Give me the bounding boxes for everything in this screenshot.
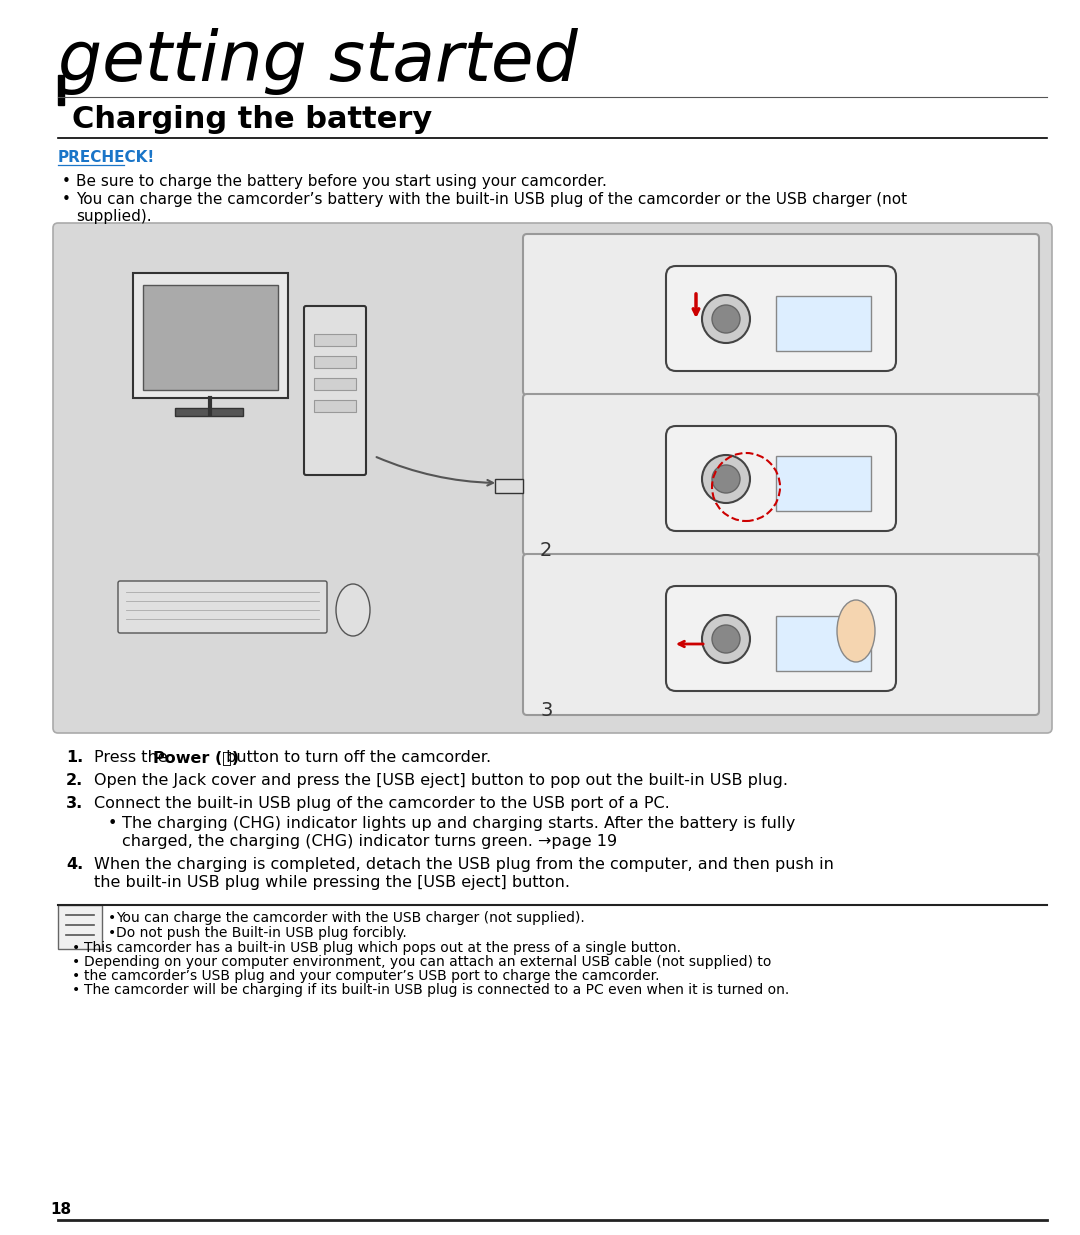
- Text: •: •: [62, 191, 71, 207]
- FancyBboxPatch shape: [523, 394, 1039, 555]
- Text: Be sure to charge the battery before you start using your camcorder.: Be sure to charge the battery before you…: [76, 174, 607, 189]
- Text: supplied).: supplied).: [76, 209, 151, 224]
- Text: 18: 18: [50, 1202, 71, 1216]
- Ellipse shape: [336, 584, 370, 636]
- Text: •: •: [72, 983, 80, 997]
- Bar: [314, 378, 356, 390]
- Text: You can charge the camcorder with the USB charger (not supplied).: You can charge the camcorder with the US…: [116, 911, 584, 925]
- Circle shape: [712, 466, 740, 493]
- FancyBboxPatch shape: [303, 306, 366, 475]
- Text: the camcorder’s USB plug and your computer’s USB port to charge the camcorder.: the camcorder’s USB plug and your comput…: [84, 969, 660, 983]
- FancyBboxPatch shape: [666, 585, 896, 692]
- Text: •: •: [108, 816, 118, 831]
- Circle shape: [702, 454, 750, 503]
- FancyBboxPatch shape: [666, 266, 896, 370]
- Text: Do not push the Built-in USB plug forcibly.: Do not push the Built-in USB plug forcib…: [116, 926, 407, 940]
- FancyBboxPatch shape: [666, 426, 896, 531]
- Text: Depending on your computer environment, you can attach an external USB cable (no: Depending on your computer environment, …: [84, 955, 771, 969]
- Text: getting started: getting started: [58, 28, 578, 95]
- Text: •: •: [72, 969, 80, 983]
- Circle shape: [702, 295, 750, 343]
- Circle shape: [712, 625, 740, 653]
- Text: The charging (CHG) indicator lights up and charging starts. After the battery is: The charging (CHG) indicator lights up a…: [122, 816, 795, 831]
- Bar: [58, 75, 64, 105]
- Bar: [777, 616, 870, 671]
- Bar: [777, 456, 870, 511]
- Bar: [314, 333, 356, 346]
- Text: When the charging is completed, detach the USB plug from the computer, and then : When the charging is completed, detach t…: [94, 857, 834, 872]
- Circle shape: [702, 615, 750, 663]
- Bar: [314, 356, 356, 368]
- FancyBboxPatch shape: [118, 580, 327, 634]
- Bar: [58, 905, 102, 948]
- Circle shape: [712, 305, 740, 333]
- Text: 3: 3: [540, 701, 552, 720]
- Text: charged, the charging (CHG) indicator turns green. →page 19: charged, the charging (CHG) indicator tu…: [122, 834, 617, 848]
- Bar: [314, 400, 356, 412]
- FancyBboxPatch shape: [523, 233, 1039, 395]
- Bar: [143, 285, 278, 390]
- Bar: [175, 408, 243, 416]
- Text: •: •: [108, 911, 117, 925]
- Text: 1.: 1.: [66, 750, 83, 764]
- Text: This camcorder has a built-in USB plug which pops out at the press of a single b: This camcorder has a built-in USB plug w…: [84, 941, 681, 955]
- Text: •: •: [72, 955, 80, 969]
- Text: •: •: [62, 174, 71, 189]
- Text: Power (⏻): Power (⏻): [153, 750, 239, 764]
- Text: Connect the built-in USB plug of the camcorder to the USB port of a PC.: Connect the built-in USB plug of the cam…: [94, 797, 670, 811]
- Text: Press the: Press the: [94, 750, 173, 764]
- FancyBboxPatch shape: [53, 224, 1052, 734]
- Text: You can charge the camcorder’s battery with the built-in USB plug of the camcord: You can charge the camcorder’s battery w…: [76, 191, 907, 207]
- Text: •: •: [72, 941, 80, 955]
- FancyBboxPatch shape: [523, 555, 1039, 715]
- Bar: [133, 273, 288, 398]
- Text: Charging the battery: Charging the battery: [72, 105, 432, 135]
- Text: Open the Jack cover and press the [USB eject] button to pop out the built-in USB: Open the Jack cover and press the [USB e…: [94, 773, 788, 788]
- Ellipse shape: [837, 600, 875, 662]
- Text: 3.: 3.: [66, 797, 83, 811]
- Text: 4.: 4.: [66, 857, 83, 872]
- Text: PRECHECK!: PRECHECK!: [58, 149, 156, 165]
- Text: 2: 2: [540, 541, 552, 559]
- Text: •: •: [108, 926, 117, 940]
- Bar: [777, 296, 870, 351]
- Text: The camcorder will be charging if its built-in USB plug is connected to a PC eve: The camcorder will be charging if its bu…: [84, 983, 789, 997]
- Text: the built-in USB plug while pressing the [USB eject] button.: the built-in USB plug while pressing the…: [94, 876, 570, 890]
- Bar: [495, 479, 523, 493]
- Text: button to turn off the camcorder.: button to turn off the camcorder.: [221, 750, 491, 764]
- Text: 2.: 2.: [66, 773, 83, 788]
